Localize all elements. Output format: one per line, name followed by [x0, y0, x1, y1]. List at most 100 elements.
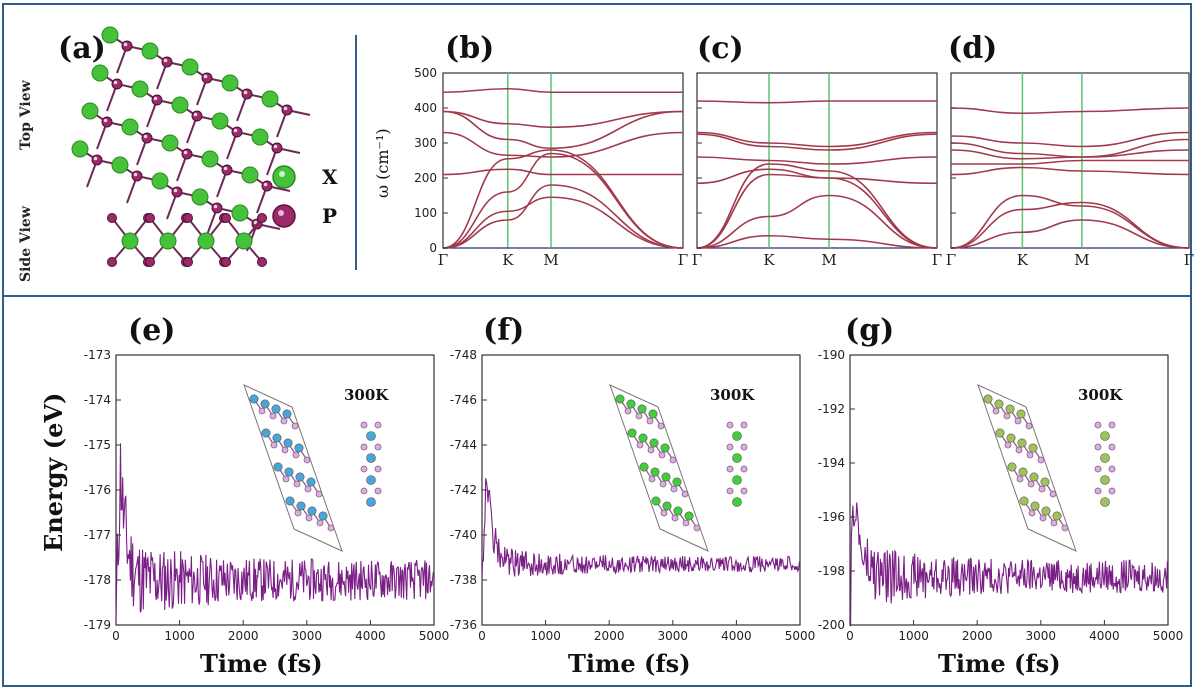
p-atom: [282, 475, 290, 483]
x-atom: [159, 232, 177, 250]
p-atom-highlight: [193, 112, 198, 117]
x-tick-label: 2000: [594, 629, 625, 643]
p-atom: [740, 421, 748, 429]
temperature-label: 300K: [344, 386, 389, 404]
p-atom: [111, 78, 123, 90]
x-atom: [241, 166, 259, 184]
y-tick-label: -748: [450, 348, 477, 362]
x-tick-label: 1000: [898, 629, 929, 643]
kpoint-label: K: [1017, 251, 1029, 269]
x-atom: [260, 399, 270, 409]
kpoint-label: K: [502, 251, 514, 269]
p-atom: [257, 213, 267, 223]
phonon-band: [950, 149, 1190, 160]
y-tick-label: 100: [414, 206, 437, 220]
phonon-band: [950, 194, 1190, 249]
p-atom: [740, 487, 748, 495]
p-atom: [374, 421, 382, 429]
p-atom-highlight-icon: [278, 210, 284, 216]
p-atom-highlight: [283, 106, 288, 111]
x-atom: [1041, 506, 1051, 516]
figure-frame: [2, 3, 1192, 687]
p-atom: [183, 257, 193, 267]
p-atom: [1094, 487, 1102, 495]
p-atom: [1026, 451, 1034, 459]
x-atom: [101, 26, 119, 44]
top-view-label: Top View: [18, 79, 34, 150]
p-atom-highlight: [243, 90, 248, 95]
kpoint-label: M: [543, 251, 558, 269]
p-atom: [1061, 524, 1069, 532]
p-atom: [1050, 519, 1058, 527]
p-atom-highlight: [133, 172, 138, 177]
p-atom-highlight: [153, 96, 158, 101]
x-atom: [1100, 475, 1110, 485]
p-atom: [181, 148, 193, 160]
x-tick-label: 4000: [1089, 629, 1120, 643]
x-atom: [732, 497, 742, 507]
phonon-band: [950, 138, 1190, 158]
p-atom: [646, 417, 654, 425]
p-atom-highlight: [203, 74, 208, 79]
energy-trace: [849, 502, 1168, 627]
p-atom: [258, 407, 266, 415]
phonon-band: [950, 166, 1190, 176]
phonon-band: [442, 110, 684, 150]
x-tick-label: 3000: [292, 629, 323, 643]
y-tick-label: -174: [84, 393, 111, 407]
p-atom: [231, 126, 243, 138]
energy-trace: [481, 477, 800, 581]
phonon-band: [696, 163, 938, 249]
y-tick-label: -736: [450, 618, 477, 632]
x-atom: [261, 90, 279, 108]
p-atom: [360, 487, 368, 495]
p-atom: [670, 485, 678, 493]
y-tick-label: -178: [84, 573, 111, 587]
x-atom: [639, 462, 649, 472]
p-atom: [281, 104, 293, 116]
x-atom: [91, 64, 109, 82]
x-atom: [1100, 497, 1110, 507]
x-atom: [201, 150, 219, 168]
p-atom: [315, 490, 323, 498]
kpoint-label: Γ: [946, 251, 956, 269]
x-atom: [296, 501, 306, 511]
x-atom: [366, 431, 376, 441]
y-tick-label: 0: [429, 241, 437, 255]
p-atom: [648, 475, 656, 483]
p-atom: [270, 441, 278, 449]
p-atom: [316, 519, 324, 527]
p-atom: [281, 446, 289, 454]
phonon-ylabel: ω (cm⁻¹): [373, 128, 392, 198]
p-atom: [1039, 514, 1047, 522]
p-atom: [291, 422, 299, 430]
p-atom: [681, 490, 689, 498]
y-tick-label: 400: [414, 101, 437, 115]
p-atom: [145, 257, 155, 267]
kpoint-label: Γ: [678, 251, 688, 269]
p-atom: [221, 164, 233, 176]
phonon-band: [442, 149, 684, 249]
x-atom: [221, 74, 239, 92]
top-view-lattice: [71, 26, 311, 252]
energy-trace: [115, 443, 434, 621]
p-atom: [659, 480, 667, 488]
y-tick-label: -173: [84, 348, 111, 362]
phonon-band: [950, 107, 1190, 115]
p-atom: [660, 509, 668, 517]
x-atom: [1016, 409, 1026, 419]
p-atom-highlight: [233, 128, 238, 133]
phonon-band: [696, 168, 938, 185]
x-atom: [111, 156, 129, 174]
md-ylabel: Energy (eV): [39, 393, 68, 552]
x-atom: [732, 475, 742, 485]
p-atom-highlight: [213, 204, 218, 209]
phonon-band: [442, 168, 683, 176]
x-atom: [662, 501, 672, 511]
x-atom: [638, 433, 648, 443]
x-atom: [672, 477, 682, 487]
p-atom: [635, 412, 643, 420]
